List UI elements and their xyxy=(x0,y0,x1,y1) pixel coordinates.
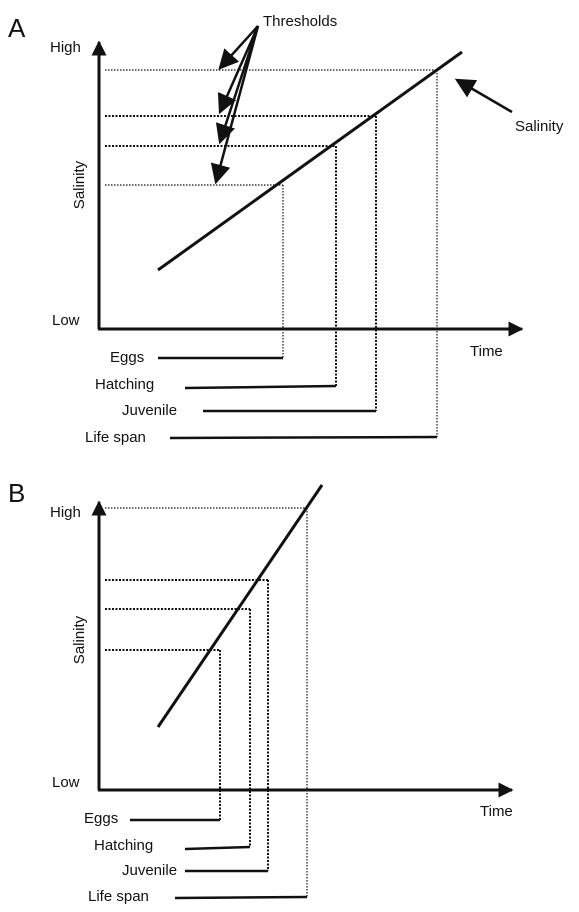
stage-label: Juvenile xyxy=(122,862,177,879)
stage-label: Life span xyxy=(88,888,149,905)
y-title: Salinity xyxy=(71,615,88,664)
annotation-arrow xyxy=(217,25,260,115)
stage-label: Hatching xyxy=(94,837,153,854)
panel-label: A xyxy=(8,13,26,43)
stage-leader xyxy=(184,384,337,390)
y-high: High xyxy=(50,504,81,521)
stage-label: Hatching xyxy=(95,376,154,393)
annotation-arrow xyxy=(454,78,513,114)
y-low: Low xyxy=(52,312,80,329)
stage-leader xyxy=(174,895,308,900)
panel-b: B High Low Salinity Time Eggs Hatching J… xyxy=(8,478,514,905)
annotation-arrow xyxy=(210,25,260,185)
stage-label: Eggs xyxy=(84,810,118,827)
salinity-line xyxy=(157,50,463,272)
panel-label: B xyxy=(8,478,25,508)
stage-leader xyxy=(169,435,438,440)
annotation-arrow xyxy=(218,25,259,70)
stage-label: Eggs xyxy=(110,349,144,366)
panel-a: A High Low Salinity Time Eggs Hatching J… xyxy=(8,13,564,446)
stage-label: Life span xyxy=(85,429,146,446)
thresholds-annotation: Thresholds xyxy=(263,13,337,30)
salinity-line xyxy=(156,484,324,728)
x-title: Time xyxy=(480,803,513,820)
stage-leader xyxy=(184,845,251,851)
y-high: High xyxy=(50,39,81,56)
y-low: Low xyxy=(52,774,80,791)
y-title: Salinity xyxy=(71,160,88,209)
x-title: Time xyxy=(470,343,503,360)
stage-label: Juvenile xyxy=(122,402,177,419)
salinity-annotation: Salinity xyxy=(515,118,564,135)
